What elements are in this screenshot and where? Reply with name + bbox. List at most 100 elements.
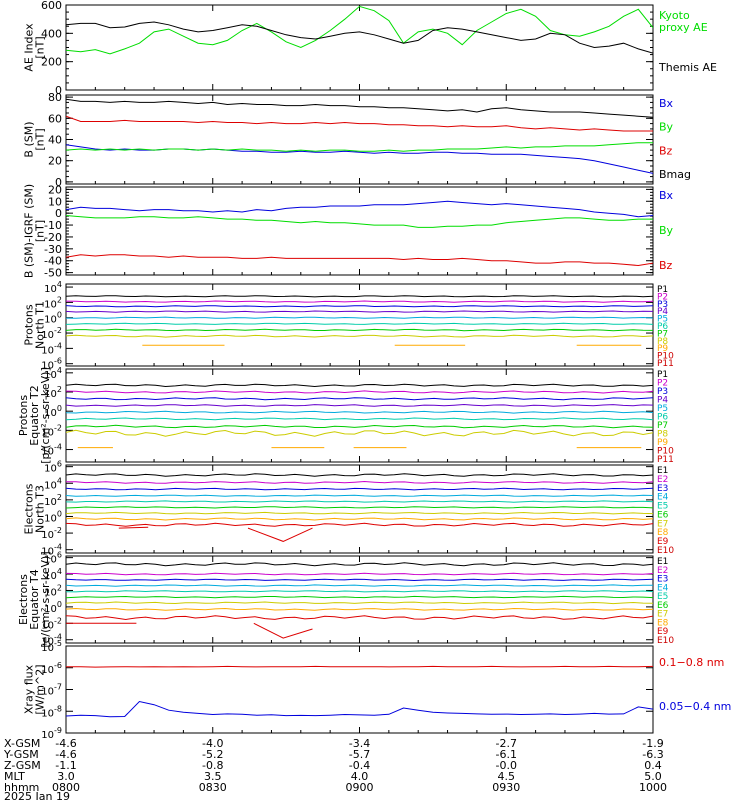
panel-frame: [65, 555, 654, 644]
series-group: [66, 200, 653, 267]
y-tick-label: 100: [44, 509, 62, 524]
y-tick-label: 20: [48, 183, 62, 196]
legend-label: P3: [657, 300, 668, 310]
series-group: [66, 5, 653, 55]
legend-label: E8: [657, 528, 669, 538]
y-axis-label: Xray flux: [23, 664, 36, 714]
legend-label: P8: [657, 337, 668, 347]
series-e5-line: [66, 590, 653, 593]
y-axis-label: North T1: [34, 301, 47, 349]
y-tick-label: 104: [44, 567, 62, 582]
legend-label: E4: [657, 493, 669, 503]
x-axis-value: -6.3: [642, 748, 663, 761]
series-e7-line: [66, 511, 653, 515]
panel-frame: [65, 94, 654, 185]
panel-frame: [65, 464, 654, 554]
series-e1-line: [66, 473, 653, 477]
legend-label: P7: [657, 421, 668, 431]
series-bz-line: [66, 115, 653, 132]
y-tick-label: 10-4: [41, 633, 62, 648]
y-tick-label: -30: [44, 243, 62, 256]
series-group: [66, 98, 653, 174]
series-e8-line: [66, 607, 653, 611]
series-e4-line: [66, 494, 653, 497]
y-tick-label: 102: [44, 295, 62, 310]
legend-label: P4: [657, 307, 668, 317]
y-axis-label: Protons: [17, 395, 30, 436]
legend-label: P1: [657, 285, 668, 295]
series-e3-line: [66, 578, 653, 582]
series-group: [66, 562, 653, 639]
legend-label: E6: [657, 510, 669, 520]
legend-label: E6: [657, 601, 669, 611]
y-tick-label: 10-4: [41, 341, 62, 356]
y-tick-label: 10-5: [41, 639, 62, 654]
y-tick-label: 10-4: [41, 543, 62, 558]
legend-label: P2: [657, 292, 668, 302]
series-by-line: [66, 215, 653, 228]
series-bz-line: [66, 254, 653, 267]
y-axis-label: [nT]: [34, 220, 47, 242]
series-p2-line: [66, 300, 653, 303]
y-tick-label: 10-6: [41, 357, 62, 372]
legend-label: E1: [657, 466, 668, 476]
panel-frame: [65, 4, 654, 91]
legend-label: P3: [657, 387, 668, 397]
y-tick-label: 20: [48, 155, 62, 168]
y-tick-label: 100: [44, 311, 62, 326]
series-e6-line: [66, 595, 653, 599]
panel-2: 0 20 40 60 80 B (SM)[nT] Bx By Bz Bmag: [23, 91, 692, 189]
legend-label: E7: [657, 610, 668, 620]
y-axis-label: B (SM): [23, 121, 36, 157]
series-group: [66, 295, 653, 346]
y-tick-label: 10-7: [41, 683, 62, 698]
y-axis-label: Equator T4: [28, 569, 41, 629]
series-p5-line: [66, 410, 653, 414]
x-axis-value: -5.2: [202, 748, 223, 761]
y-axis-label: [p/(cm²-s-sr-keV)]: [39, 367, 52, 464]
series-e3-line: [66, 487, 653, 491]
x-axis-value: 4.5: [498, 770, 516, 783]
legend-label: 0.1−0.8 nm: [659, 656, 724, 669]
y-tick-label: 600: [41, 0, 62, 12]
legend-label: 0.05−0.4 nm: [659, 700, 731, 713]
series-0-05-0-4-nm-line: [66, 700, 653, 718]
series-e1-line: [66, 562, 653, 567]
y-axis-label: Protons: [23, 304, 36, 345]
legend-label: E2: [657, 566, 668, 576]
legend-label: P11: [657, 455, 674, 465]
series-e2-line: [66, 572, 653, 576]
y-tick-label: 100: [44, 404, 62, 419]
x-axis-value: -6.1: [496, 748, 517, 761]
x-axis-value: 1000: [639, 781, 667, 794]
y-axis-label: [e/(cm²-s-sr-keV)]: [39, 551, 52, 647]
series-e9-line: [66, 522, 653, 527]
y-tick-label: 10-2: [41, 526, 62, 541]
y-tick-label: -20: [44, 231, 62, 244]
legend-label: P10: [657, 447, 674, 457]
x-axis-value: 0.4: [644, 759, 662, 772]
x-axis-row-label: Z-GSM: [4, 759, 41, 772]
series-p8-line: [66, 429, 653, 437]
y-tick-label: 106: [44, 551, 62, 566]
series-p3-line: [66, 305, 653, 308]
panel-8: 10-5 10-6 10-7 10-8 10-9 Xray flux[W/m^2] 0.1−…: [23, 639, 732, 741]
legend-label: Bx: [659, 189, 674, 202]
legend-label: P2: [657, 379, 668, 389]
x-axis-value: -1.9: [642, 737, 663, 750]
legend-label: E10: [657, 546, 674, 556]
y-tick-label: 104: [44, 476, 62, 491]
y-tick-label: 10-2: [41, 326, 62, 341]
legend-label: Themis AE: [658, 61, 717, 74]
series-bx-line: [66, 200, 653, 218]
x-axis-value: -0.8: [202, 759, 223, 772]
legend-label: Kyoto: [659, 9, 690, 22]
y-tick-label: -10: [44, 219, 62, 232]
x-axis-value: -1.1: [55, 759, 76, 772]
y-tick-label: 200: [41, 56, 62, 69]
series-e9-dip: [253, 622, 313, 639]
legend-label: P10: [657, 352, 674, 362]
